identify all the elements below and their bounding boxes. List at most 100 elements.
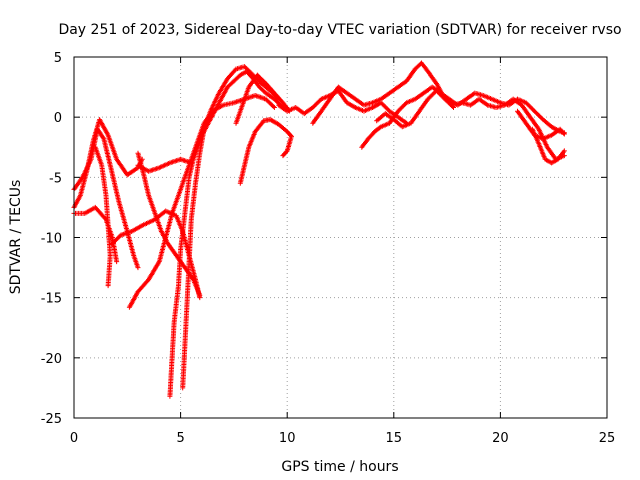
axis-ticks: 0 5 10 15 20 25 -25 -20 -15 -10 -5 0 5 (41, 51, 616, 446)
data-point-trace (489, 96, 502, 105)
data-point-trace (167, 356, 175, 399)
data-point-trace (146, 260, 161, 283)
data-point-trace (519, 102, 532, 119)
data-point-trace (344, 90, 357, 101)
data-point-trace (557, 126, 566, 136)
series-track-18 (529, 126, 567, 166)
data-point-trace (244, 68, 255, 81)
data-point-trace (109, 233, 123, 246)
data-points (71, 60, 567, 399)
data-point-trace (188, 182, 198, 222)
plot-frame (73, 56, 608, 419)
data-point (271, 105, 277, 111)
data-point-trace (178, 212, 188, 252)
series-track-2 (71, 126, 141, 271)
data-point-trace (116, 198, 130, 233)
data-point-trace (284, 105, 297, 114)
data-point-trace (361, 105, 374, 114)
data-point-trace (395, 101, 408, 114)
data-point-trace (259, 81, 272, 93)
data-point (114, 259, 120, 265)
y-tick-label: 0 (54, 111, 62, 126)
data-point-trace (231, 73, 242, 84)
data-point-trace (201, 110, 213, 132)
data-point-trace (184, 260, 192, 307)
data-point-trace (103, 192, 111, 227)
data-point-trace (92, 204, 108, 221)
series-track-11 (233, 72, 292, 126)
data-point-trace (263, 81, 276, 95)
data-point-trace (399, 121, 412, 130)
series-track-8 (135, 156, 194, 174)
data-point-trace (186, 158, 196, 180)
data-point-trace (540, 117, 553, 129)
data-point-trace (176, 248, 183, 289)
data-point-trace (549, 157, 560, 166)
data-point-trace (182, 176, 192, 216)
data-point-trace (242, 146, 251, 168)
data-point-trace (225, 67, 238, 82)
data-point-trace (419, 60, 430, 73)
data-point-trace (404, 97, 417, 106)
data-point-trace (141, 174, 151, 197)
data-point-trace (344, 100, 357, 110)
data-point-trace (433, 88, 447, 101)
y-tick-label: -15 (41, 292, 62, 307)
data-point-trace (301, 105, 315, 117)
data-point-trace (80, 158, 93, 180)
data-point-trace (156, 161, 172, 171)
series-track-13 (276, 88, 410, 126)
data-point-trace (318, 97, 332, 114)
data-point-trace (480, 93, 493, 101)
y-tick-label: -25 (41, 412, 62, 427)
series-track-4 (92, 144, 113, 289)
data-point-trace (387, 85, 400, 96)
data-point-trace (95, 126, 106, 141)
series-track-14 (310, 60, 456, 126)
data-point-trace (242, 64, 255, 77)
data-point-trace (169, 320, 177, 361)
data-point-trace (463, 91, 477, 102)
data-point-trace (476, 96, 489, 107)
data-point-trace (105, 223, 113, 257)
data-point-trace (529, 126, 541, 145)
data-point-trace (190, 277, 202, 297)
data-point-trace (382, 111, 396, 122)
data-point-trace (99, 162, 109, 197)
data-point-trace (186, 218, 194, 265)
data-point-trace (335, 84, 349, 95)
data-point-trace (391, 117, 404, 129)
data-point-trace (536, 141, 548, 161)
data-point-trace (267, 117, 280, 127)
data-point-trace (276, 102, 289, 113)
data-point-trace (105, 132, 119, 161)
data-point-trace (176, 176, 187, 198)
data-point-trace (171, 284, 181, 325)
y-tick-label: -20 (41, 352, 62, 367)
data-point-trace (105, 253, 113, 287)
data-point-trace (412, 91, 425, 102)
data-point-trace (510, 96, 523, 107)
data-point-trace (395, 114, 408, 125)
data-point-trace (359, 137, 370, 150)
data-point-trace (246, 130, 258, 150)
y-tick-label: -10 (41, 232, 62, 247)
data-point-trace (246, 73, 259, 90)
data-point-trace (555, 149, 566, 162)
data-point-trace (254, 72, 268, 85)
data-point-trace (378, 91, 391, 102)
data-point-trace (257, 84, 268, 95)
x-tick-label: 0 (70, 431, 78, 446)
data-point-trace (152, 210, 164, 233)
data-point-trace (135, 162, 150, 174)
data-point-trace (107, 162, 121, 203)
data-point (135, 265, 141, 271)
data-point-trace (416, 97, 430, 114)
data-point (561, 131, 567, 137)
data-point-trace (352, 105, 365, 113)
data-point-trace (114, 156, 129, 177)
data-point-trace (523, 100, 536, 113)
data-point-trace (212, 98, 223, 114)
data-point-trace (372, 125, 383, 135)
x-tick-label: 25 (599, 431, 616, 446)
